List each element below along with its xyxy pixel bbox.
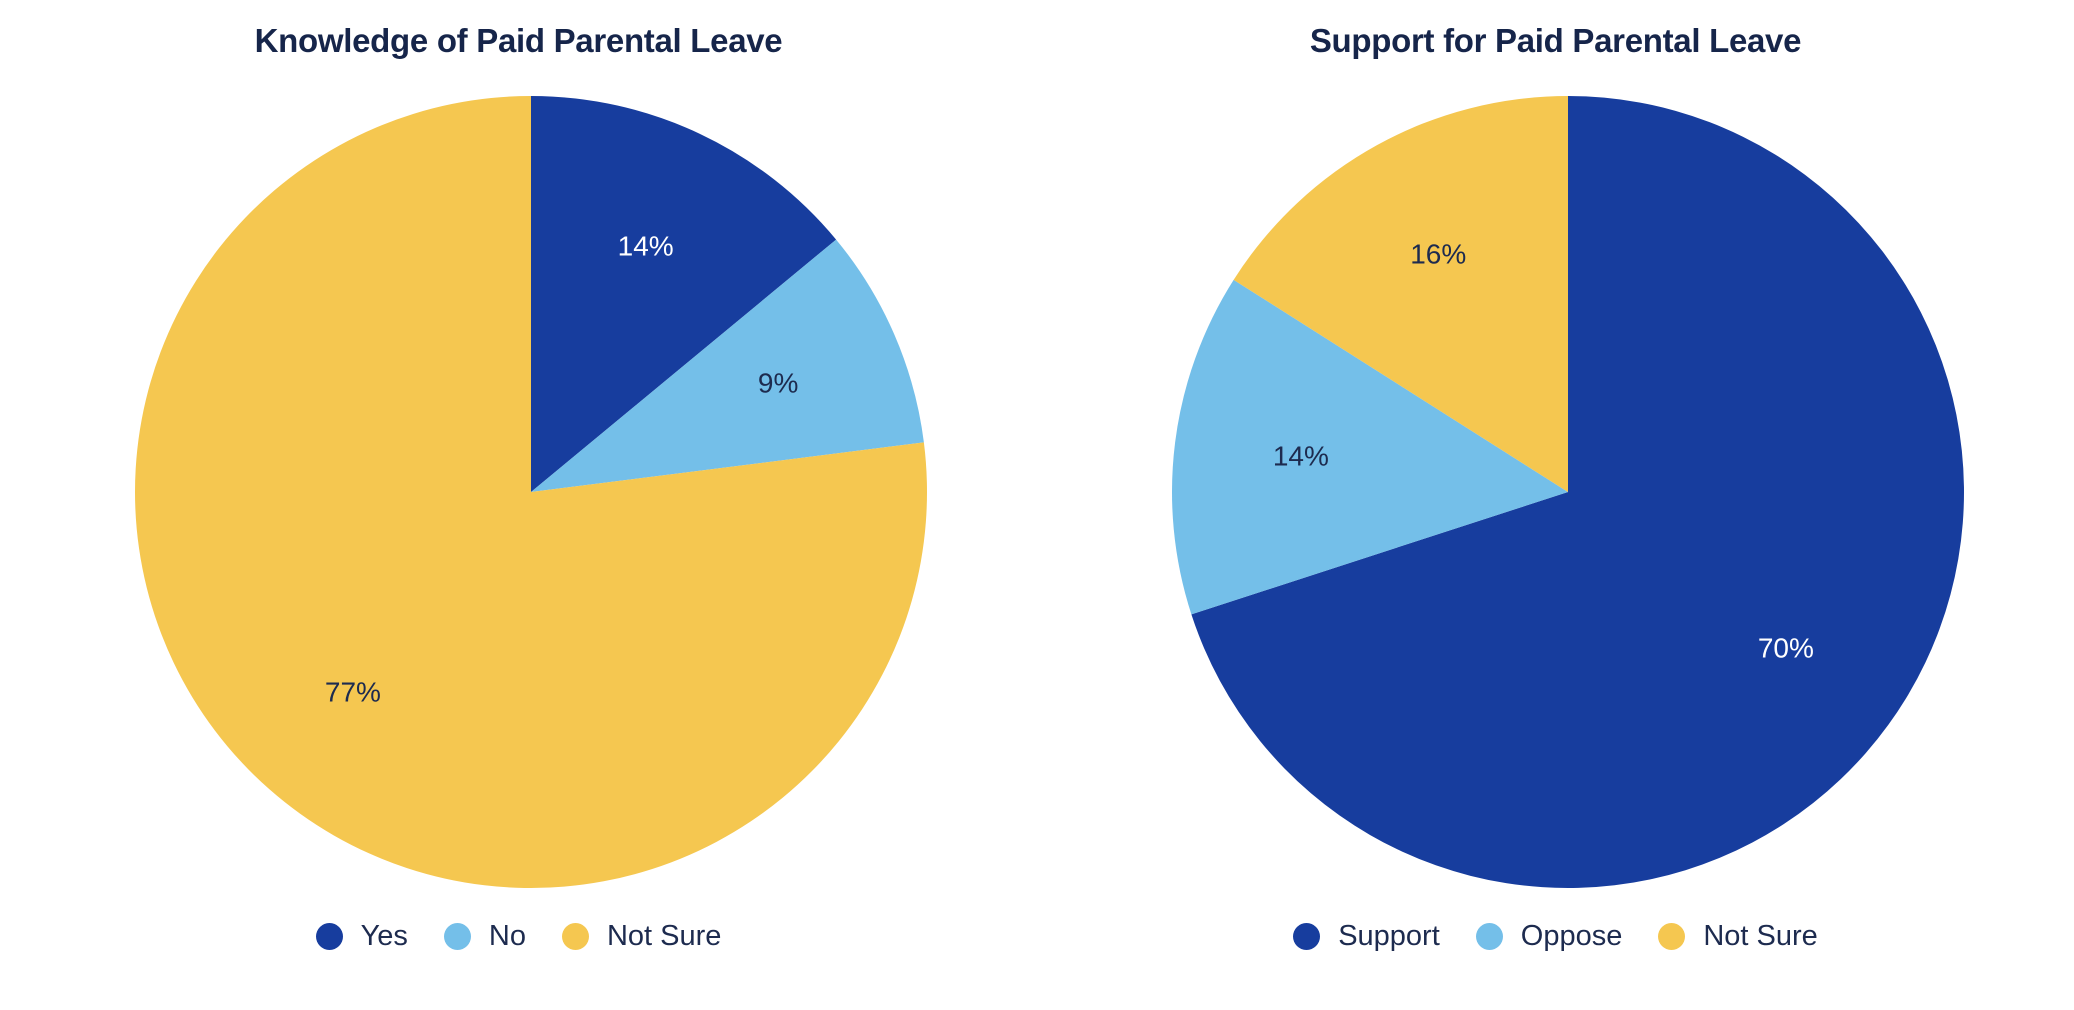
legend-item-oppose: Oppose: [1475, 920, 1623, 953]
chart-title: Support for Paid Parental Leave: [1309, 22, 1802, 59]
legend-item-no: No: [443, 920, 526, 953]
legend-swatch: [1293, 923, 1321, 950]
support-legend: Support Oppose Not Sure: [1037, 920, 2074, 953]
knowledge-pie: 14% 9% 77%: [135, 96, 928, 888]
legend-item-support: Support: [1293, 920, 1440, 953]
knowledge-chart: Knowledge of Paid Parental Leave 14% 9% 77…: [0, 22, 1037, 953]
legend-item-not-sure: Not Sure: [561, 920, 722, 953]
legend-label: Support: [1338, 920, 1440, 952]
legend-label: Not Sure: [1703, 920, 1818, 952]
data-label-yes: 14%: [618, 231, 674, 262]
legend-swatch: [561, 923, 589, 950]
legend-swatch: [315, 923, 343, 950]
pie-slice-support: [1191, 96, 1964, 888]
data-label-support: 70%: [1758, 633, 1814, 664]
legend-swatch: [443, 923, 471, 950]
legend-item-not-sure: Not Sure: [1658, 920, 1818, 953]
pie-slice-no: [531, 239, 924, 492]
data-label-oppose: 14%: [1273, 441, 1329, 472]
legend-swatch: [1658, 923, 1686, 950]
legend-label: Yes: [360, 920, 408, 952]
pie-slice-not-sure: [1233, 96, 1568, 492]
knowledge-legend: Yes No Not Sure: [0, 920, 1037, 953]
legend-label: No: [488, 920, 526, 952]
pie-slice-yes: [531, 96, 837, 492]
legend-swatch: [1475, 923, 1503, 950]
legend-label: Not Sure: [606, 920, 722, 952]
legend-item-yes: Yes: [315, 920, 408, 953]
support-chart: Support for Paid Parental Leave 70% 14% 16…: [1037, 0, 2074, 1010]
legend-label: Oppose: [1520, 920, 1623, 952]
data-label-not-sure: 77%: [325, 676, 381, 707]
pie-slice-oppose: [1172, 279, 1568, 615]
data-label-not-sure: 16%: [1410, 238, 1466, 269]
support-pie: 70% 14% 16%: [1172, 96, 1964, 888]
chart-title: Knowledge of Paid Parental Leave: [254, 22, 783, 59]
data-label-no: 9%: [758, 367, 798, 398]
pie-slice-not-sure: [135, 96, 928, 888]
